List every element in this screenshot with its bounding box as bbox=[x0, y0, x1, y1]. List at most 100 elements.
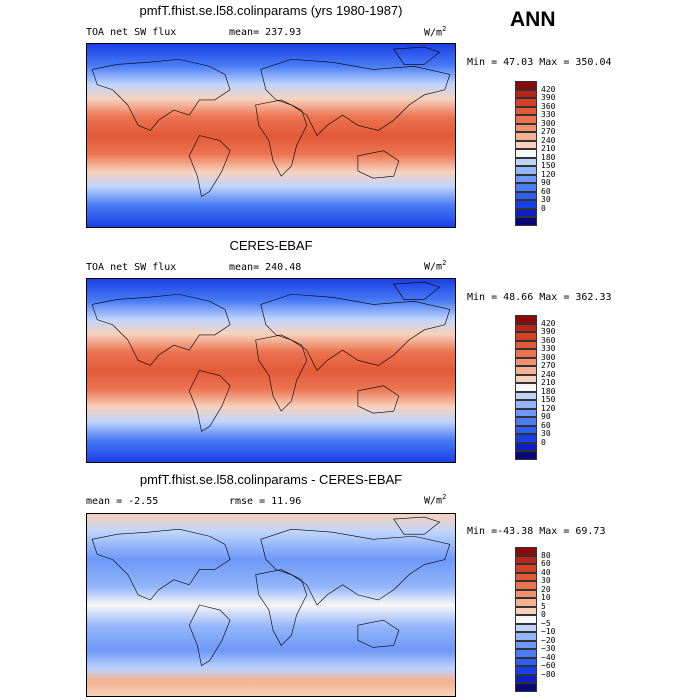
colorbar-box bbox=[515, 191, 537, 201]
colorbar-box bbox=[515, 366, 537, 375]
panel-2-variable: TOA net SW flux bbox=[86, 262, 177, 273]
coastline-outline bbox=[91, 281, 451, 432]
continent-outline bbox=[255, 569, 308, 646]
continent-outline bbox=[91, 293, 231, 366]
colorbar-label: 120 bbox=[541, 403, 556, 413]
colorbar-box bbox=[515, 374, 537, 384]
colorbar-box bbox=[515, 425, 537, 435]
colorbar-box bbox=[515, 166, 537, 175]
continent-outline bbox=[188, 604, 231, 667]
colorbar-label: 90 bbox=[541, 178, 551, 188]
colorbar-label: 150 bbox=[541, 161, 556, 171]
colorbar-box bbox=[515, 132, 537, 141]
colorbar-label: 270 bbox=[541, 361, 556, 371]
panel-1-title: pmfT.fhist.se.l58.colinparams (yrs 1980-… bbox=[139, 3, 403, 18]
colorbar-label: 30 bbox=[541, 429, 551, 439]
panel-1-variable: TOA net SW flux bbox=[86, 27, 177, 38]
colorbar-box bbox=[515, 451, 537, 460]
panel-2-mean: mean= 240.48 bbox=[229, 262, 302, 273]
colorbar-box bbox=[515, 349, 537, 358]
panel-3-colorbar: 80 60 40 30 20 10 5 0 −5 −10 −20 −30 −40 −60 −80 bbox=[515, 547, 555, 692]
colorbar-label: 10 bbox=[541, 593, 551, 603]
colorbar-label: 300 bbox=[541, 352, 556, 362]
colorbar-label: 210 bbox=[541, 144, 556, 154]
colorbar-box bbox=[515, 657, 537, 667]
colorbar-label: 0 bbox=[541, 610, 546, 620]
colorbar-label: −20 bbox=[541, 635, 556, 645]
colorbar-box bbox=[515, 434, 537, 443]
colorbar-label: 0 bbox=[541, 437, 546, 447]
colorbar-box bbox=[515, 208, 537, 218]
colorbar-label: 40 bbox=[541, 567, 551, 577]
colorbar-label: −80 bbox=[541, 669, 556, 679]
continent-outline bbox=[393, 46, 441, 65]
colorbar-label: 390 bbox=[541, 327, 556, 337]
colorbar-box bbox=[515, 606, 537, 616]
colorbar-label: 330 bbox=[541, 344, 556, 354]
colorbar-box bbox=[515, 615, 537, 624]
continent-outline bbox=[91, 528, 231, 601]
colorbar-box bbox=[515, 115, 537, 124]
continent-outline bbox=[260, 293, 451, 372]
panel-1-minmax: Min = 47.03 Max = 350.04 bbox=[467, 57, 612, 68]
colorbar-box bbox=[515, 555, 537, 565]
colorbar-label: 180 bbox=[541, 386, 556, 396]
colorbar-box bbox=[515, 332, 537, 341]
colorbar-label: 120 bbox=[541, 169, 556, 179]
colorbar-label: 150 bbox=[541, 395, 556, 405]
panel-1-colorbar: 420 390 360 330 300 270 240 210 180 150 120 90 60 30 0 bbox=[515, 81, 555, 226]
colorbar-box bbox=[515, 149, 537, 158]
panel-1-mean: mean= 237.93 bbox=[229, 27, 302, 38]
colorbar-label: −10 bbox=[541, 627, 556, 637]
continent-outline bbox=[260, 528, 451, 606]
colorbar-label: 300 bbox=[541, 118, 556, 128]
panel-2-units: W/m2 bbox=[424, 259, 447, 273]
colorbar-label: 0 bbox=[541, 203, 546, 213]
colorbar-box bbox=[515, 123, 537, 133]
panel-2-title: CERES-EBAF bbox=[229, 238, 313, 253]
colorbar-box bbox=[515, 400, 537, 409]
colorbar-box bbox=[515, 683, 537, 692]
colorbar-label: 240 bbox=[541, 369, 556, 379]
colorbar-label: 180 bbox=[541, 152, 556, 162]
continent-outline bbox=[255, 99, 308, 177]
continent-outline bbox=[255, 334, 308, 412]
continent-outline bbox=[357, 385, 400, 414]
map-field bbox=[87, 279, 455, 462]
continent-outline bbox=[91, 58, 231, 131]
panel-2-colorbar: 420 390 360 330 300 270 240 210 180 150 120 90 60 30 0 bbox=[515, 315, 555, 460]
colorbar-box bbox=[515, 674, 537, 684]
colorbar-box bbox=[515, 140, 537, 150]
colorbar-box bbox=[515, 383, 537, 392]
colorbar-box bbox=[515, 200, 537, 209]
colorbar-label: 360 bbox=[541, 335, 556, 345]
colorbar-label: −40 bbox=[541, 652, 556, 662]
panel-3-rmse: rmse = 11.96 bbox=[229, 496, 302, 507]
panel-3-minmax: Min =-43.38 Max = 69.73 bbox=[467, 526, 606, 537]
colorbar-label: 240 bbox=[541, 135, 556, 145]
colorbar-box bbox=[515, 581, 537, 590]
colorbar-label: −30 bbox=[541, 644, 556, 654]
continent-outline bbox=[393, 281, 441, 300]
colorbar-label: 60 bbox=[541, 186, 551, 196]
colorbar-label: 5 bbox=[541, 601, 546, 611]
colorbar-label: 420 bbox=[541, 84, 556, 94]
colorbar-label: 80 bbox=[541, 550, 551, 560]
colorbar-box bbox=[515, 98, 537, 107]
continent-outline bbox=[357, 619, 400, 648]
panel-2-minmax: Min = 48.66 Max = 362.33 bbox=[467, 292, 612, 303]
colorbar-box bbox=[515, 323, 537, 333]
colorbar-box bbox=[515, 649, 537, 658]
colorbar-label: 30 bbox=[541, 576, 551, 586]
continent-outline bbox=[188, 370, 231, 432]
colorbar-label: 90 bbox=[541, 412, 551, 422]
colorbar-box bbox=[515, 315, 537, 324]
colorbar-box bbox=[515, 391, 537, 401]
panel-3-map bbox=[86, 513, 456, 697]
map-field bbox=[87, 514, 455, 696]
colorbar-box bbox=[515, 598, 537, 607]
colorbar-box bbox=[515, 357, 537, 367]
colorbar-box bbox=[515, 408, 537, 418]
colorbar-label: 210 bbox=[541, 378, 556, 388]
continent-outline bbox=[188, 135, 231, 197]
